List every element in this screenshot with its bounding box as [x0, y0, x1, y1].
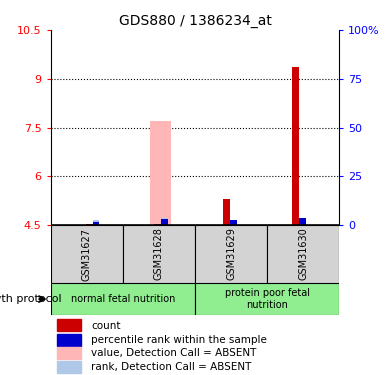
Text: percentile rank within the sample: percentile rank within the sample [91, 335, 267, 345]
Bar [267, 225, 339, 283]
Bar [292, 68, 299, 225]
Bar [92, 220, 99, 225]
Bar [57, 319, 81, 331]
Bar [195, 283, 339, 315]
Bar [57, 334, 81, 346]
Text: count: count [91, 321, 121, 331]
Bar [57, 361, 81, 373]
Bar [161, 219, 168, 225]
Bar [92, 222, 99, 225]
Bar [150, 121, 171, 225]
Text: normal fetal nutrition: normal fetal nutrition [71, 294, 175, 304]
Bar [154, 224, 161, 225]
Bar [223, 199, 230, 225]
Text: GSM31627: GSM31627 [82, 228, 92, 280]
Text: GSM31628: GSM31628 [154, 228, 164, 280]
Text: growth protocol: growth protocol [0, 294, 62, 304]
Text: GSM31630: GSM31630 [298, 228, 308, 280]
Bar [86, 224, 92, 225]
Text: protein poor fetal
nutrition: protein poor fetal nutrition [225, 288, 310, 310]
Bar [51, 225, 123, 283]
Bar [230, 220, 237, 225]
Bar [299, 218, 306, 225]
Text: value, Detection Call = ABSENT: value, Detection Call = ABSENT [91, 348, 257, 358]
Bar [161, 218, 168, 225]
Bar [195, 225, 267, 283]
Bar [51, 283, 195, 315]
Text: GSM31629: GSM31629 [226, 228, 236, 280]
Text: rank, Detection Call = ABSENT: rank, Detection Call = ABSENT [91, 362, 252, 372]
Bar [123, 225, 195, 283]
Title: GDS880 / 1386234_at: GDS880 / 1386234_at [119, 13, 271, 28]
Bar [57, 347, 81, 359]
